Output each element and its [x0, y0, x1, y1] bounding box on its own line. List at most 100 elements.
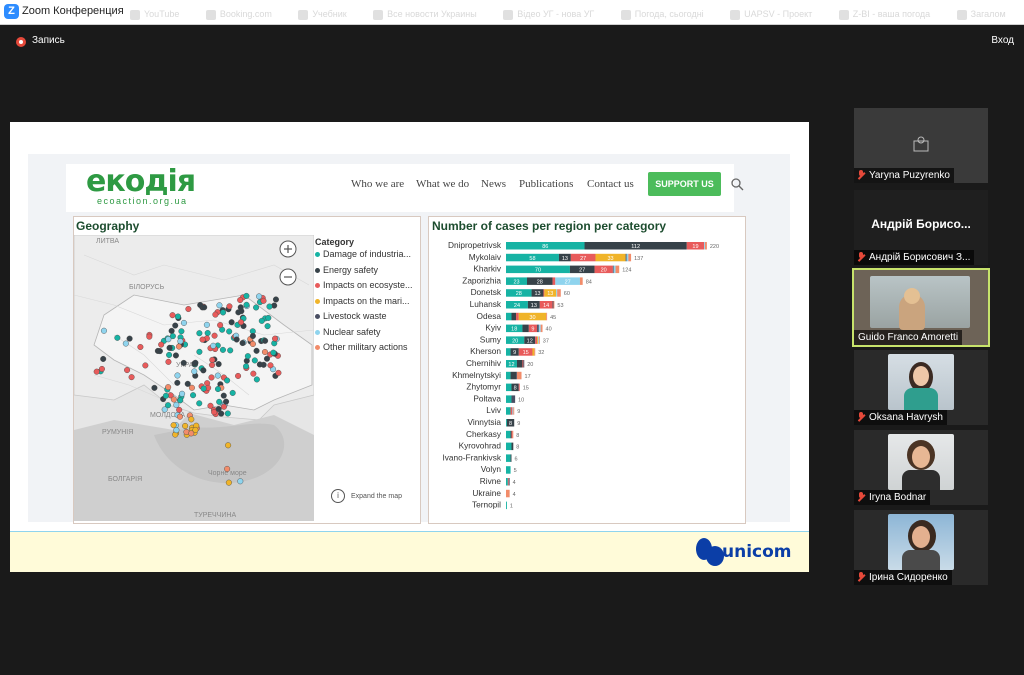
bar-segment[interactable] [516, 312, 519, 321]
bar-segment[interactable] [522, 360, 524, 368]
incident-marker[interactable] [249, 332, 256, 339]
legend-item-energy[interactable]: Energy safety [315, 265, 415, 281]
legend-item-military[interactable]: Other military actions [315, 342, 415, 358]
bar-segment[interactable] [534, 348, 536, 356]
incident-marker[interactable] [188, 384, 195, 391]
bar-segment[interactable] [516, 371, 517, 380]
enter-button[interactable]: Вход [991, 35, 1014, 46]
bar-segment[interactable] [511, 383, 519, 392]
incident-marker[interactable] [173, 401, 180, 408]
bar-segment[interactable] [522, 324, 529, 333]
incident-marker[interactable] [216, 302, 223, 309]
bar-segment[interactable] [544, 289, 557, 297]
incident-marker[interactable] [258, 317, 265, 324]
incident-marker[interactable] [174, 379, 181, 386]
participant-tile[interactable]: Андрій Борисо... Андрій Борисович З... [854, 190, 988, 265]
site-logo[interactable]: екодія [86, 164, 196, 199]
bar-segment[interactable] [510, 430, 512, 439]
incident-marker[interactable] [250, 370, 257, 377]
incident-marker[interactable] [124, 367, 131, 374]
incident-marker[interactable] [166, 351, 173, 358]
incident-marker[interactable] [223, 398, 230, 405]
bar-segment[interactable] [523, 360, 525, 368]
bar-segment[interactable] [506, 277, 527, 285]
incident-marker[interactable] [192, 359, 199, 366]
bar-segment[interactable] [531, 289, 544, 297]
incident-marker[interactable] [235, 309, 242, 316]
bar-segment[interactable] [506, 312, 512, 321]
bar-segment[interactable] [540, 324, 543, 333]
incident-marker[interactable] [263, 355, 270, 362]
bar-segment[interactable] [510, 407, 513, 415]
bar-segment[interactable] [506, 348, 511, 356]
incident-marker[interactable] [175, 343, 182, 350]
incident-marker[interactable] [264, 323, 271, 330]
incident-marker[interactable] [184, 380, 191, 387]
incident-marker[interactable] [224, 410, 231, 417]
incident-marker[interactable] [209, 356, 216, 363]
bar-segment[interactable] [527, 301, 540, 309]
bar-segment[interactable] [543, 289, 545, 297]
incident-marker[interactable] [218, 410, 225, 417]
incident-marker[interactable] [215, 406, 222, 413]
participant-tile[interactable]: Iryna Bodnar [854, 430, 988, 505]
incident-marker[interactable] [177, 338, 184, 345]
incident-marker[interactable] [146, 333, 153, 340]
bar-segment[interactable] [512, 430, 514, 439]
bar-segment[interactable] [569, 265, 595, 274]
bar-segment[interactable] [556, 289, 558, 297]
incident-marker[interactable] [170, 396, 177, 403]
incident-marker[interactable] [201, 304, 208, 311]
incident-marker[interactable] [256, 361, 263, 368]
incident-marker[interactable] [128, 374, 135, 381]
incident-marker[interactable] [224, 377, 231, 384]
bar-segment[interactable] [557, 289, 561, 297]
incident-marker[interactable] [190, 392, 197, 399]
incident-marker[interactable] [262, 337, 269, 344]
bar-segment[interactable] [506, 501, 507, 510]
incident-marker[interactable] [166, 344, 173, 351]
incident-marker[interactable] [173, 427, 180, 434]
incident-marker[interactable] [256, 293, 263, 300]
incident-marker[interactable] [224, 465, 231, 472]
incident-marker[interactable] [114, 334, 121, 341]
incident-marker[interactable] [237, 297, 244, 304]
bar-segment[interactable] [527, 277, 553, 285]
incident-marker[interactable] [156, 348, 163, 355]
bar-segment[interactable] [506, 489, 510, 498]
incident-marker[interactable] [137, 344, 144, 351]
map-canvas[interactable]: ЛИТВА БІЛОРУСЬ УКРА РУМУНІЯ МОЛДОВА Чорн… [74, 235, 314, 521]
incident-marker[interactable] [265, 314, 272, 321]
bar-segment[interactable] [506, 289, 532, 297]
incident-marker[interactable] [179, 390, 186, 397]
incident-marker[interactable] [275, 369, 282, 376]
bar-segment[interactable] [518, 312, 547, 321]
incident-marker[interactable] [225, 479, 232, 486]
incident-marker[interactable] [215, 361, 222, 368]
bar-segment[interactable] [528, 324, 538, 333]
bar-segment[interactable] [506, 253, 559, 262]
incident-marker[interactable] [200, 385, 207, 392]
incident-marker[interactable] [126, 335, 133, 342]
bar-segment[interactable] [594, 265, 613, 274]
zoom-in-button[interactable] [279, 240, 297, 258]
bar-segment[interactable] [506, 371, 511, 380]
incident-marker[interactable] [243, 363, 250, 370]
incident-marker[interactable] [225, 442, 232, 449]
incident-marker[interactable] [196, 400, 203, 407]
incident-marker[interactable] [165, 358, 172, 365]
incident-marker[interactable] [272, 335, 279, 342]
geography-map[interactable]: ЛИТВА БІЛОРУСЬ УКРА РУМУНІЯ МОЛДОВА Чорн… [74, 235, 314, 521]
incident-marker[interactable] [182, 422, 189, 429]
record-label[interactable]: Запись [32, 35, 65, 46]
bar-segment[interactable] [705, 242, 707, 250]
bar-segment[interactable] [506, 454, 511, 462]
legend-item-marine[interactable]: Impacts on the mari... [315, 296, 415, 312]
bar-segment[interactable] [506, 395, 512, 403]
incident-marker[interactable] [207, 402, 214, 409]
incident-marker[interactable] [196, 330, 203, 337]
nav-who-we-are[interactable]: Who we are [351, 178, 405, 190]
incident-marker[interactable] [214, 372, 221, 379]
incident-marker[interactable] [226, 328, 233, 335]
